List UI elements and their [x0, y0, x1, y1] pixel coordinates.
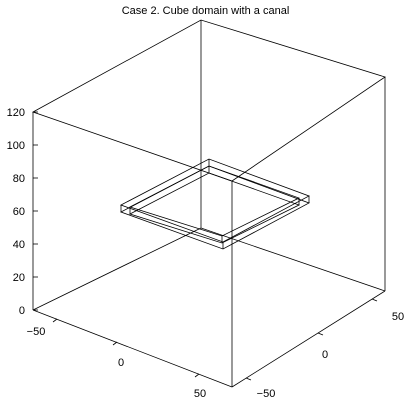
- y-tick-label: 50: [392, 311, 404, 323]
- z-tick-label: 80: [13, 173, 25, 185]
- z-tick-label: 40: [13, 239, 25, 251]
- y-tick-label: −50: [257, 388, 276, 400]
- plot-title: Case 2. Cube domain with a canal: [121, 5, 290, 17]
- x-tick-label: −50: [27, 326, 46, 338]
- z-tick-label: 0: [19, 305, 25, 317]
- box-edge: [200, 227, 386, 292]
- z-tick-label: 20: [13, 272, 25, 284]
- y-tick-mark: [371, 298, 378, 302]
- x-tick-label: 50: [194, 388, 206, 400]
- canal-outer-bottom: [120, 165, 310, 250]
- z-axis: 0 20 40 60 80 100 120: [7, 107, 38, 317]
- y-tick-mark: [245, 377, 252, 381]
- box-edge: [32, 227, 202, 311]
- y-tick-label: 0: [322, 349, 328, 361]
- x-tick-mark: [52, 318, 58, 323]
- box-outline: [32, 19, 386, 388]
- z-tick-label: 60: [13, 206, 25, 218]
- z-tick-label: 100: [7, 140, 25, 152]
- z-tick-label: 120: [7, 107, 25, 119]
- x-tick-label: 0: [118, 357, 124, 369]
- x-tick-mark: [112, 341, 118, 346]
- box-edge: [231, 290, 386, 388]
- x-tick-mark: [194, 373, 200, 378]
- canal-outer-top: [120, 158, 310, 243]
- box-top-face: [32, 19, 386, 182]
- x-axis: −50 0 50: [27, 318, 206, 400]
- canal-frame: [120, 158, 310, 250]
- y-tick-mark: [317, 332, 324, 336]
- box-edge: [32, 309, 233, 388]
- y-axis: −50 0 50: [245, 298, 404, 400]
